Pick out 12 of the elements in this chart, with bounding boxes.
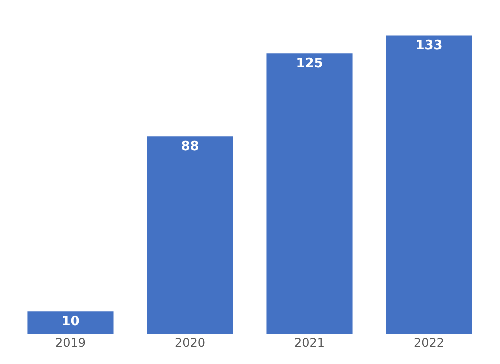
bar	[386, 36, 472, 334]
x-tick-label: 2020	[174, 336, 206, 350]
x-tick-label: 2019	[55, 336, 86, 350]
bar	[147, 136, 234, 334]
x-tick-label: 2022	[414, 336, 445, 350]
bar	[28, 312, 114, 334]
data-label: 133	[416, 38, 443, 54]
data-label: 125	[296, 56, 324, 72]
bar	[266, 54, 353, 334]
x-tick-label: 2021	[294, 336, 326, 350]
data-label: 88	[181, 140, 200, 155]
data-label: 10	[62, 314, 80, 330]
